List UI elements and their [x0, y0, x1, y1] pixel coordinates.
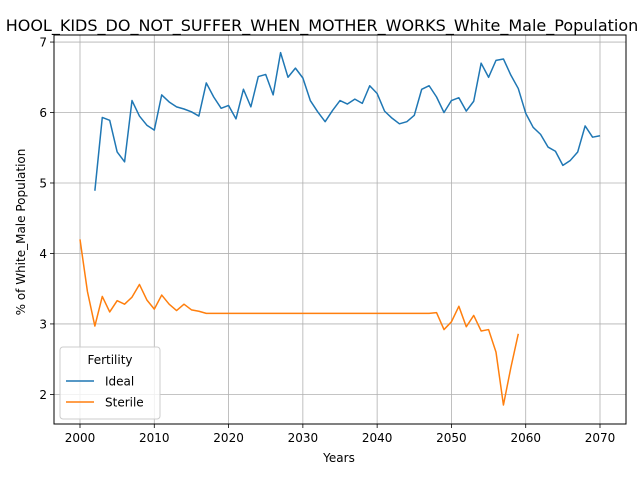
x-tick-label: 2010	[139, 431, 170, 445]
x-tick-label: 2000	[65, 431, 96, 445]
legend-title: Fertility	[87, 353, 132, 367]
x-tick-label: 2040	[362, 431, 393, 445]
y-axis-label: % of White_Male Population	[14, 149, 28, 316]
legend-label-sterile: Sterile	[105, 396, 144, 410]
legend: Fertility Ideal Sterile	[59, 346, 161, 420]
y-tick-label: 5	[39, 176, 47, 190]
series-line-ideal	[94, 51, 601, 191]
series-line-sterile	[79, 239, 520, 406]
x-tick-label: 2020	[213, 431, 244, 445]
x-tick-label: 2070	[585, 431, 616, 445]
series-lines	[79, 51, 601, 406]
plot-area-frame	[53, 34, 627, 425]
legend-items: Ideal Sterile	[66, 375, 144, 410]
y-tick-label: 6	[39, 106, 47, 120]
x-tick-label: 2030	[288, 431, 319, 445]
legend-box	[59, 346, 161, 420]
y-tick-label: 2	[39, 388, 47, 402]
y-axis-ticks: 2 3 4 5 6 7	[39, 36, 54, 402]
y-tick-label: 4	[39, 247, 47, 261]
y-tick-label: 7	[39, 36, 47, 50]
x-axis-label: Years	[322, 451, 355, 465]
y-tick-label: 3	[39, 317, 47, 331]
x-tick-label: 2060	[510, 431, 541, 445]
x-tick-label: 2050	[436, 431, 467, 445]
legend-label-ideal: Ideal	[105, 375, 134, 389]
x-axis-ticks: 2000 2010 2020 2030 2040 2050 2060 2070	[65, 424, 616, 445]
chart-title: HOOL_KIDS_DO_NOT_SUFFER_WHEN_MOTHER_WORK…	[6, 16, 639, 36]
